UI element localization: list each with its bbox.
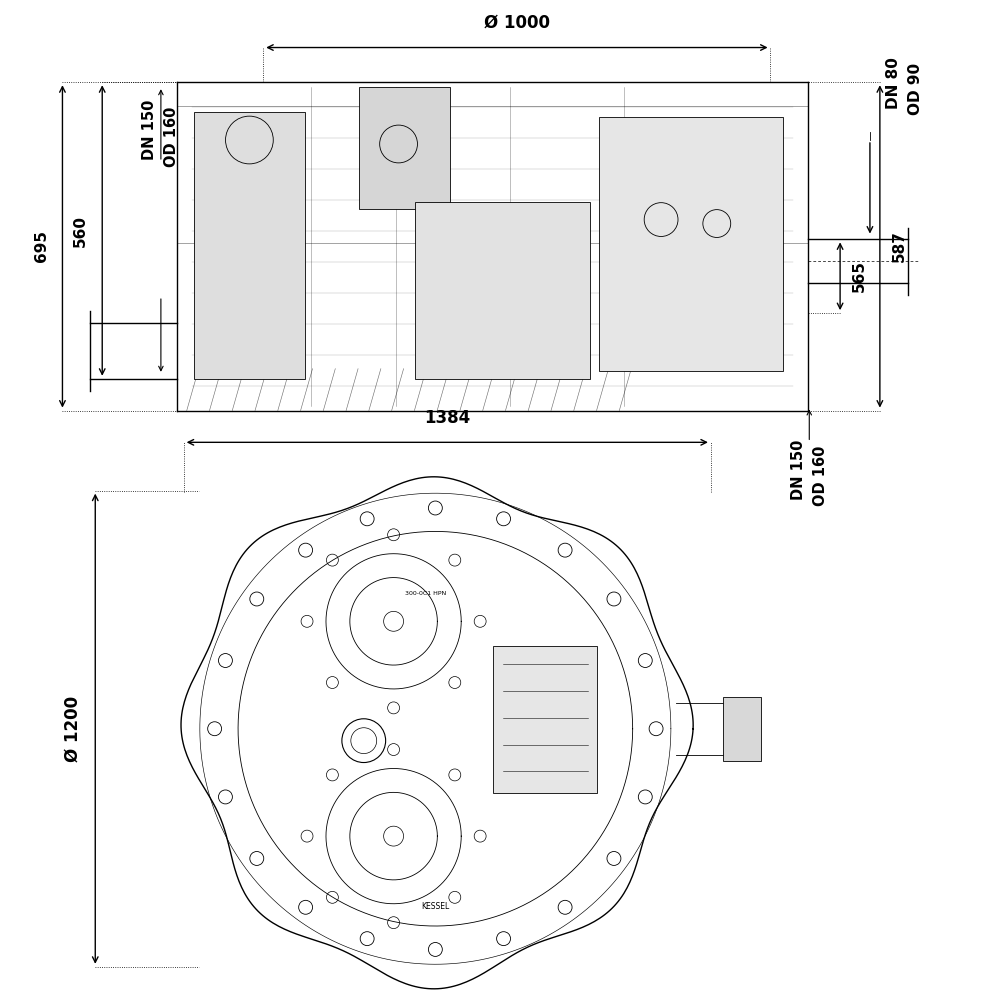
Text: DN 150: DN 150 — [791, 440, 806, 500]
Bar — [415, 202, 590, 379]
Text: 587: 587 — [892, 230, 907, 262]
Text: DN 150: DN 150 — [142, 100, 157, 160]
Text: OD 160: OD 160 — [813, 446, 828, 506]
Text: OD 90: OD 90 — [908, 62, 923, 115]
Text: OD 160: OD 160 — [164, 107, 179, 167]
Text: 560: 560 — [73, 215, 88, 247]
Bar — [599, 117, 783, 371]
Text: Ø 1000: Ø 1000 — [484, 14, 550, 32]
Bar — [359, 87, 450, 209]
Text: DN 80: DN 80 — [886, 57, 901, 109]
Text: KESSEL: KESSEL — [421, 902, 449, 911]
Text: 695: 695 — [34, 230, 49, 262]
Bar — [493, 646, 597, 793]
Text: 565: 565 — [852, 260, 867, 292]
Text: 300-0C1 HPN: 300-0C1 HPN — [405, 591, 446, 596]
Text: 1384: 1384 — [424, 409, 470, 427]
Bar — [723, 697, 761, 761]
Bar — [194, 112, 305, 379]
Text: Ø 1200: Ø 1200 — [63, 696, 81, 762]
